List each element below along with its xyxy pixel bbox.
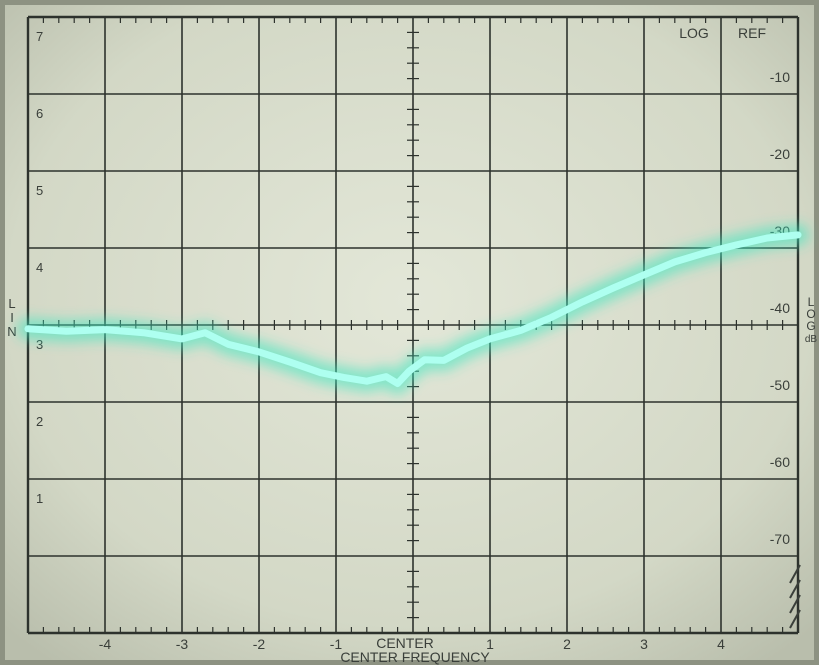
cal-slashes [789, 564, 801, 629]
db-tick-label: -60 [770, 454, 790, 470]
db-tick-label: -50 [770, 377, 790, 393]
db-tick-label: -70 [770, 531, 790, 547]
db-tick-label: -40 [770, 300, 790, 316]
x-tick-label: -2 [253, 636, 266, 652]
header-ref-label: REF [738, 25, 766, 41]
lin-tick-label: 1 [36, 491, 43, 506]
lin-tick-label: 4 [36, 260, 43, 275]
y-axis-label-lin-char: L [8, 296, 15, 311]
db-tick-label: -10 [770, 69, 790, 85]
lin-tick-labels: 7 6 5 4 3 2 1 [36, 29, 43, 506]
x-axis-label: CENTER FREQUENCY [340, 649, 490, 665]
x-tick-labels: -4 -3 -2 -1 1 2 3 4 [99, 636, 725, 652]
graticule [26, 15, 800, 635]
lin-tick-label: 6 [36, 106, 43, 121]
y-axis-label-log-char: G [806, 319, 815, 333]
lin-tick-label: 3 [36, 337, 43, 352]
x-tick-label: 3 [640, 636, 648, 652]
series-line [24, 231, 802, 387]
x-tick-label: 2 [563, 636, 571, 652]
lin-tick-label: 7 [36, 29, 43, 44]
lin-tick-label: 5 [36, 183, 43, 198]
y-axis-label-log-char: dB [805, 334, 818, 345]
y-axis-label-log-char: L [808, 295, 815, 309]
x-tick-label: 4 [717, 636, 725, 652]
y-axis-label-lin-char: N [7, 324, 16, 339]
x-tick-label: -4 [99, 636, 112, 652]
x-tick-label: -1 [330, 636, 343, 652]
header-log-label: LOG [679, 25, 709, 41]
center-label: CENTER [376, 635, 434, 651]
db-tick-label: -20 [770, 146, 790, 162]
y-axis-label-lin-char: I [10, 310, 14, 325]
lin-tick-label: 2 [36, 414, 43, 429]
y-axis-label-log-char: O [806, 307, 815, 321]
x-tick-label: 1 [486, 636, 494, 652]
x-tick-label: -3 [176, 636, 189, 652]
